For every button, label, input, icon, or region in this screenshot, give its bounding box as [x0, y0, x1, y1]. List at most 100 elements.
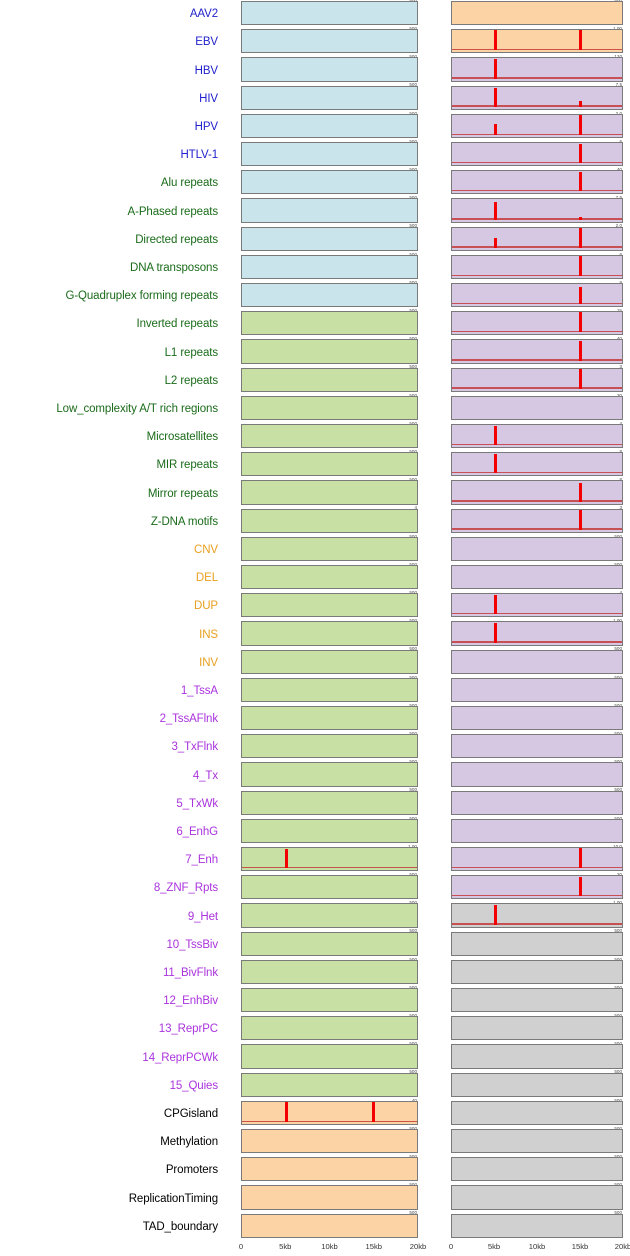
density-panel: [451, 57, 623, 82]
density-panel: [451, 452, 623, 477]
row-label: 15_Quies: [169, 1079, 219, 1092]
density-panel: [241, 988, 418, 1013]
density-peak: [578, 509, 582, 530]
density-peak: [493, 201, 497, 220]
density-panel: [241, 875, 418, 900]
density-panel: [451, 1129, 623, 1154]
plot-row-left: 5004003002001000: [228, 900, 418, 930]
baseline: [452, 48, 622, 51]
density-panel: [451, 875, 623, 900]
row-label: ReplicationTiming: [128, 1192, 218, 1205]
plot-row-left: 5004003002001000: [228, 957, 418, 987]
y-tick-label: 500: [409, 590, 417, 596]
density-panel: [241, 339, 418, 364]
density-panel: [241, 367, 418, 392]
density-panel: [241, 311, 418, 336]
density-panel: [241, 847, 418, 872]
density-peak: [578, 227, 582, 248]
density-panel: [451, 1157, 623, 1182]
density-panel: [241, 85, 418, 110]
density-panel: [451, 1016, 623, 1041]
plot-row-right: 5004003002001000: [438, 1098, 623, 1128]
row-label: A-Phased repeats: [127, 205, 219, 218]
baseline: [452, 641, 622, 643]
density-panel: [451, 85, 623, 110]
plot-row-left: 403020100: [228, 1098, 418, 1128]
row-label: INS: [199, 628, 218, 641]
baseline: [452, 612, 622, 615]
plot-row-left: 5003002001000: [228, 675, 418, 705]
plot-row-left: 5004003002001000: [228, 1013, 418, 1043]
plot-row-left: 5004003002001000: [228, 985, 418, 1015]
plot-row-right: 5004003002001000: [438, 1126, 623, 1156]
row-label: 1_TssA: [180, 684, 218, 697]
row-label: Low_complexity A/T rich regions: [56, 402, 218, 415]
row-label: 7_Enh: [185, 854, 218, 867]
density-panel: [241, 790, 418, 815]
baseline: [452, 500, 622, 502]
y-tick-label: 500: [409, 365, 417, 370]
row-label: Promoters: [165, 1164, 218, 1177]
row-label: Alu repeats: [160, 177, 218, 190]
density-panel: [451, 903, 623, 928]
plot-row-left: 500400300200100: [228, 872, 418, 902]
y-tick-label: 500: [409, 477, 417, 483]
y-tick-label: 3: [619, 506, 622, 511]
density-panel: [451, 931, 623, 956]
plot-row-right: 43210: [438, 421, 623, 451]
row-label: 12_EnhBiv: [163, 995, 218, 1008]
plot-row-left: 5004003002001000: [228, 1154, 418, 1184]
plot-row-right: 5004003002001000: [438, 1182, 623, 1212]
plot-row-right: 1.000.750.500.250.00: [438, 618, 623, 648]
row-label: MIR repeats: [156, 459, 218, 472]
density-panel: [241, 903, 418, 928]
density-panel: [241, 395, 418, 420]
plot-row-left: 5003002001000: [228, 252, 418, 282]
density-panel: [451, 959, 623, 984]
row-label: Inverted repeats: [136, 318, 218, 331]
row-label: 8_ZNF_Rpts: [153, 882, 218, 895]
density-peak: [493, 30, 497, 51]
row-label-column: AAV2 EBV HBV HIV HPV HTLV-1 Alu repeats A-Phase…: [0, 0, 219, 1233]
y-tick-label: 500: [409, 83, 417, 88]
plot-row-right: 5004003002001000: [438, 647, 623, 677]
baseline: [452, 330, 622, 333]
density-panel: [451, 1213, 623, 1238]
density-panel: [241, 283, 418, 308]
plot-row-right: 3210: [438, 365, 623, 395]
plot-row-right: 5004003002001000: [438, 957, 623, 987]
y-tick-label: 500: [409, 111, 417, 117]
baseline: [452, 359, 622, 361]
baseline: [452, 866, 622, 869]
plot-row-left: 5003002001000: [228, 26, 418, 56]
density-panel: [241, 254, 418, 279]
density-panel: [451, 142, 623, 167]
density-panel: [451, 367, 623, 392]
plot-row-right: 5003002001000: [438, 731, 623, 761]
y-tick-label: 500: [409, 534, 417, 540]
density-peak: [578, 144, 582, 164]
plot-row-right: 7.55.02.50.0: [438, 83, 623, 113]
density-panel: [451, 1, 623, 26]
plot-row-right: 5003002001000: [438, 759, 623, 789]
plot-row-left: 5004003002001000: [228, 929, 418, 959]
x-axis: 0 5kb 10kb 15kb 20kb: [449, 1242, 630, 1256]
density-peak: [578, 876, 582, 897]
y-tick-label: 500: [409, 252, 417, 258]
y-tick-label: 500: [409, 26, 417, 32]
y-tick-label: 500: [409, 336, 417, 342]
y-tick-label: 7.5: [616, 83, 622, 88]
row-label: HTLV-1: [180, 149, 218, 162]
y-tick-label: 2.0: [616, 224, 622, 229]
row-label: DEL: [195, 572, 218, 585]
y-tick-label: 4: [619, 590, 622, 596]
row-label: AAV2: [189, 8, 218, 21]
row-label: 14_ReprPCWk: [142, 1051, 218, 1064]
density-peak: [493, 594, 497, 615]
y-tick-label: 2.0: [616, 111, 622, 117]
x-tick-label: 0: [238, 1241, 244, 1251]
plot-row-right: 3210: [438, 506, 623, 536]
density-panel: [241, 1, 418, 26]
plot-row-left: 5003002001000: [228, 647, 418, 677]
